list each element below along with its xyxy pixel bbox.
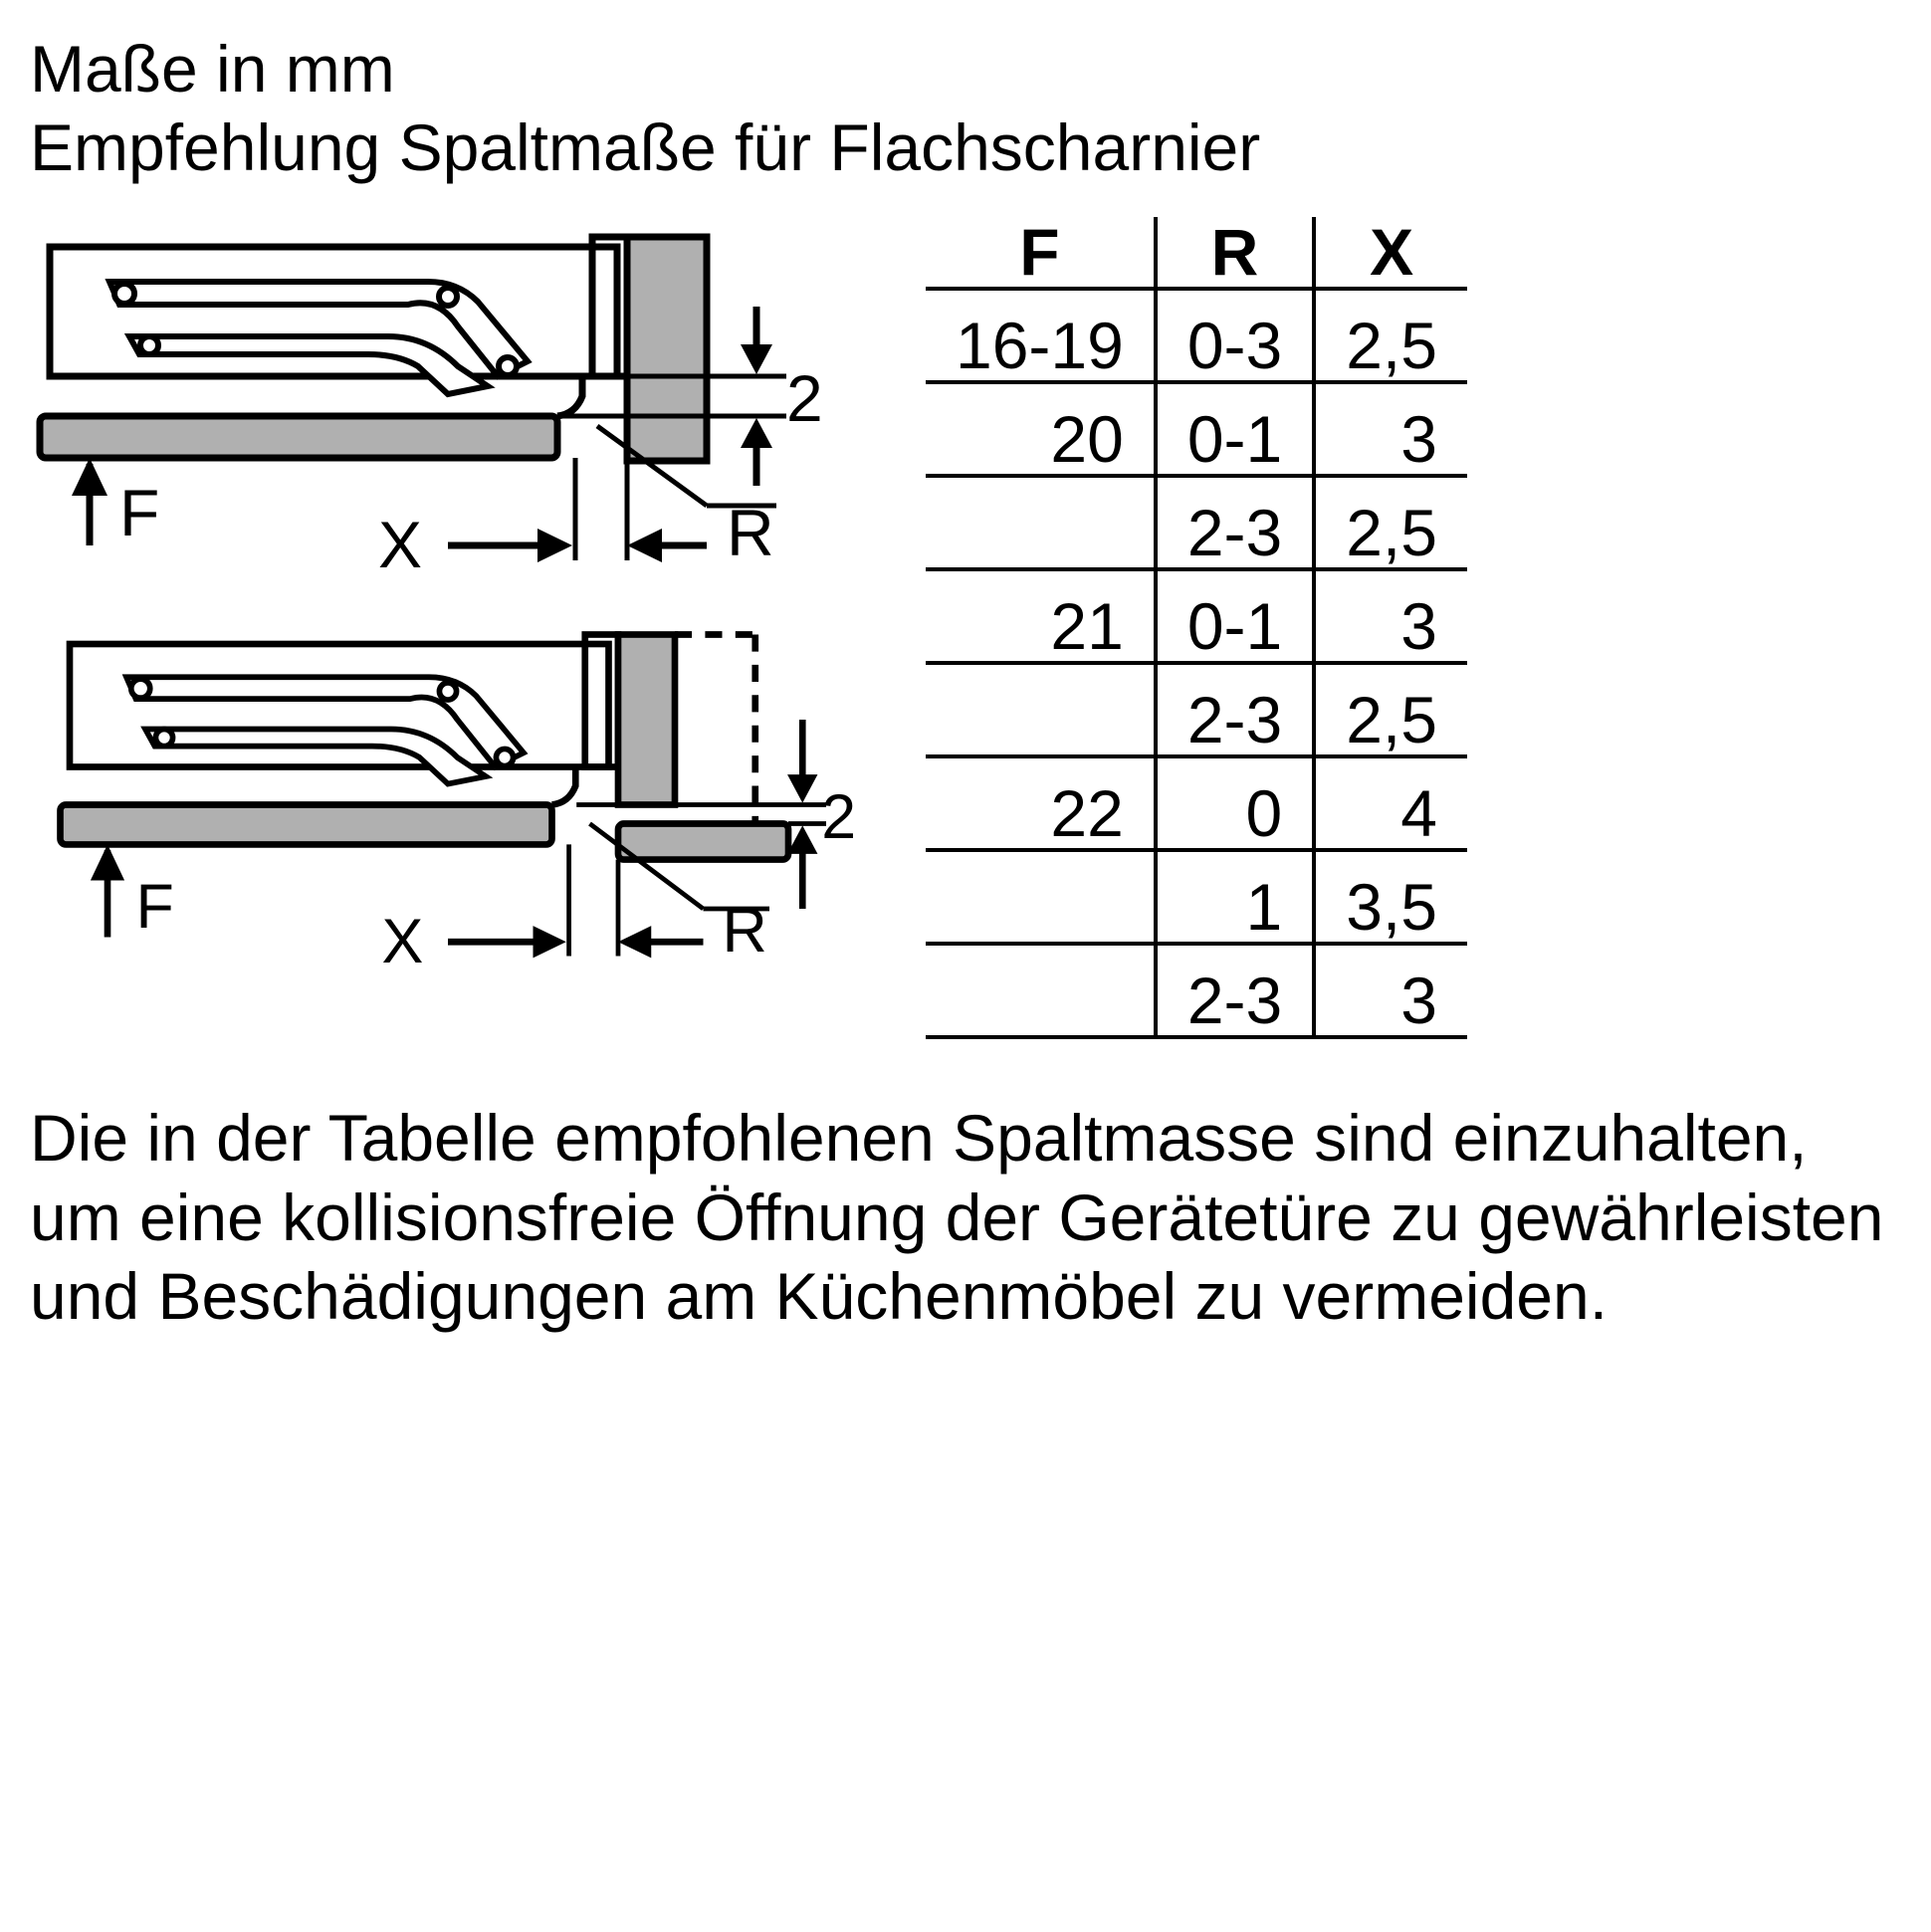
diagrams-column: F X (30, 227, 866, 1003)
footer-text: Die in der Tabelle empfohlenen Spaltmass… (30, 1099, 1901, 1336)
f-label: F (136, 872, 174, 942)
r-label: R (723, 896, 767, 966)
hinge-diagram-top: F X (30, 227, 866, 605)
door-panel (61, 805, 552, 845)
header-line2: Empfehlung Spaltmaße für Flachscharnier (30, 110, 1260, 184)
table-row: 1 3,5 (926, 850, 1467, 944)
col-header-x: X (1314, 217, 1467, 289)
frx-table: F R X 16-19 0-3 2,5 20 0-1 3 2- (926, 217, 1467, 1039)
side-panel-inner (618, 635, 675, 805)
gap-label: 2 (786, 361, 823, 435)
gap-table: F R X 16-19 0-3 2,5 20 0-1 3 2- (926, 217, 1467, 1039)
col-header-f: F (926, 217, 1156, 289)
table-row: 2-3 2,5 (926, 663, 1467, 756)
r-label: R (727, 496, 774, 569)
dimension-f: F (72, 458, 159, 549)
table-row: 20 0-1 3 (926, 382, 1467, 476)
x-label: X (378, 508, 422, 581)
door-panel (40, 416, 557, 458)
gap-label: 2 (821, 782, 856, 852)
table-row: 22 0 4 (926, 756, 1467, 850)
dimension-x: X (382, 845, 704, 977)
table-row: 2-3 2,5 (926, 476, 1467, 569)
table-row: 2-3 3 (926, 944, 1467, 1037)
table-row: 16-19 0-3 2,5 (926, 289, 1467, 382)
col-header-r: R (1156, 217, 1314, 289)
adjacent-door-panel (618, 824, 788, 860)
dimension-x: X (378, 458, 707, 581)
table-body: 16-19 0-3 2,5 20 0-1 3 2-3 2,5 21 0-1 (926, 289, 1467, 1037)
hinge-diagram-bottom: F X 2 (30, 625, 866, 1003)
side-panel (627, 237, 707, 461)
table-row: 21 0-1 3 (926, 569, 1467, 663)
header-text: Maße in mm Empfehlung Spaltmaße für Flac… (30, 30, 1901, 187)
header-line1: Maße in mm (30, 32, 395, 106)
x-label: X (382, 908, 424, 977)
f-label: F (119, 476, 159, 549)
main-content: F X (30, 227, 1901, 1039)
dimension-f: F (91, 845, 174, 943)
